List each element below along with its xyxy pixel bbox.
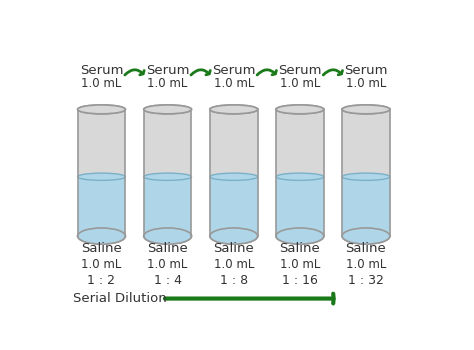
Ellipse shape [342,228,390,244]
Text: 1.0 mL: 1.0 mL [82,258,122,271]
Text: 1 : 4: 1 : 4 [154,274,182,287]
Text: 1.0 mL: 1.0 mL [280,258,320,271]
Ellipse shape [276,105,324,114]
Text: Serial Dilution: Serial Dilution [73,292,167,305]
Bar [78,177,125,236]
Ellipse shape [342,105,390,114]
Bar [276,109,324,236]
Bar [210,177,258,236]
Bar [78,109,125,236]
Text: Serum: Serum [278,64,322,77]
Ellipse shape [210,173,258,180]
Ellipse shape [276,105,324,114]
Text: 1.0 mL: 1.0 mL [346,77,386,90]
Ellipse shape [144,173,191,180]
Bar [144,177,191,236]
Ellipse shape [342,105,390,114]
Text: 1 : 8: 1 : 8 [219,274,248,287]
Text: Saline: Saline [147,241,188,255]
Ellipse shape [276,228,324,244]
Text: Serum: Serum [80,64,123,77]
Ellipse shape [78,173,125,180]
Bar [276,177,324,236]
Ellipse shape [78,228,125,244]
Ellipse shape [210,105,258,114]
Ellipse shape [78,105,125,114]
Bar [342,177,390,236]
Ellipse shape [276,173,324,180]
Ellipse shape [144,228,191,244]
Text: 1 : 32: 1 : 32 [348,274,384,287]
Text: Serum: Serum [146,64,190,77]
Text: 1 : 16: 1 : 16 [282,274,318,287]
Text: Saline: Saline [280,241,320,255]
Ellipse shape [144,105,191,114]
Text: 1.0 mL: 1.0 mL [346,258,386,271]
Text: Saline: Saline [81,241,122,255]
Text: 1.0 mL: 1.0 mL [214,77,254,90]
Ellipse shape [342,228,390,244]
Text: 1 : 2: 1 : 2 [88,274,116,287]
Text: 1.0 mL: 1.0 mL [147,258,188,271]
Text: 1.0 mL: 1.0 mL [82,77,122,90]
Bar [210,109,258,236]
Ellipse shape [276,228,324,244]
Ellipse shape [78,228,125,244]
Bar [144,109,191,236]
Ellipse shape [210,105,258,114]
Text: Saline: Saline [346,241,386,255]
Ellipse shape [144,228,191,244]
Ellipse shape [210,228,258,244]
Ellipse shape [78,105,125,114]
Text: Saline: Saline [213,241,254,255]
Bar [342,109,390,236]
Text: 1.0 mL: 1.0 mL [280,77,320,90]
Ellipse shape [210,228,258,244]
Text: Serum: Serum [344,64,388,77]
Text: 1.0 mL: 1.0 mL [147,77,188,90]
Text: Serum: Serum [212,64,255,77]
Ellipse shape [144,105,191,114]
Ellipse shape [342,173,390,180]
Text: 1.0 mL: 1.0 mL [214,258,254,271]
